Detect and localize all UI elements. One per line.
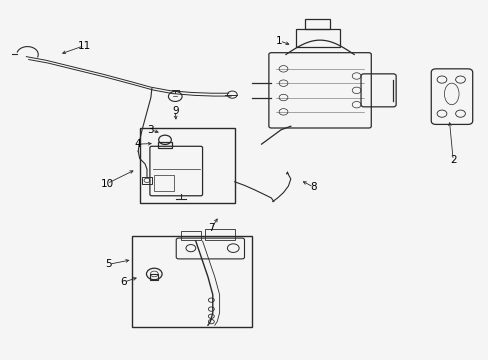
Bar bbox=[132, 235, 251, 327]
Text: 5: 5 bbox=[105, 259, 112, 269]
Bar bbox=[295, 30, 339, 47]
Bar bbox=[140, 128, 234, 203]
Text: 6: 6 bbox=[120, 277, 126, 287]
Bar bbox=[181, 231, 200, 240]
Text: 8: 8 bbox=[310, 182, 316, 192]
Text: 4: 4 bbox=[135, 139, 141, 149]
Bar bbox=[305, 19, 329, 30]
Bar bbox=[154, 175, 173, 191]
Text: 9: 9 bbox=[172, 106, 178, 116]
Bar bbox=[150, 274, 158, 280]
Bar bbox=[205, 229, 234, 240]
Text: 10: 10 bbox=[100, 179, 113, 189]
Text: 2: 2 bbox=[449, 155, 456, 165]
Bar bbox=[158, 142, 172, 148]
Text: 1: 1 bbox=[276, 36, 283, 46]
Text: 3: 3 bbox=[147, 125, 154, 135]
Text: 7: 7 bbox=[207, 224, 214, 233]
Bar bbox=[142, 177, 152, 184]
Text: 11: 11 bbox=[78, 41, 91, 50]
